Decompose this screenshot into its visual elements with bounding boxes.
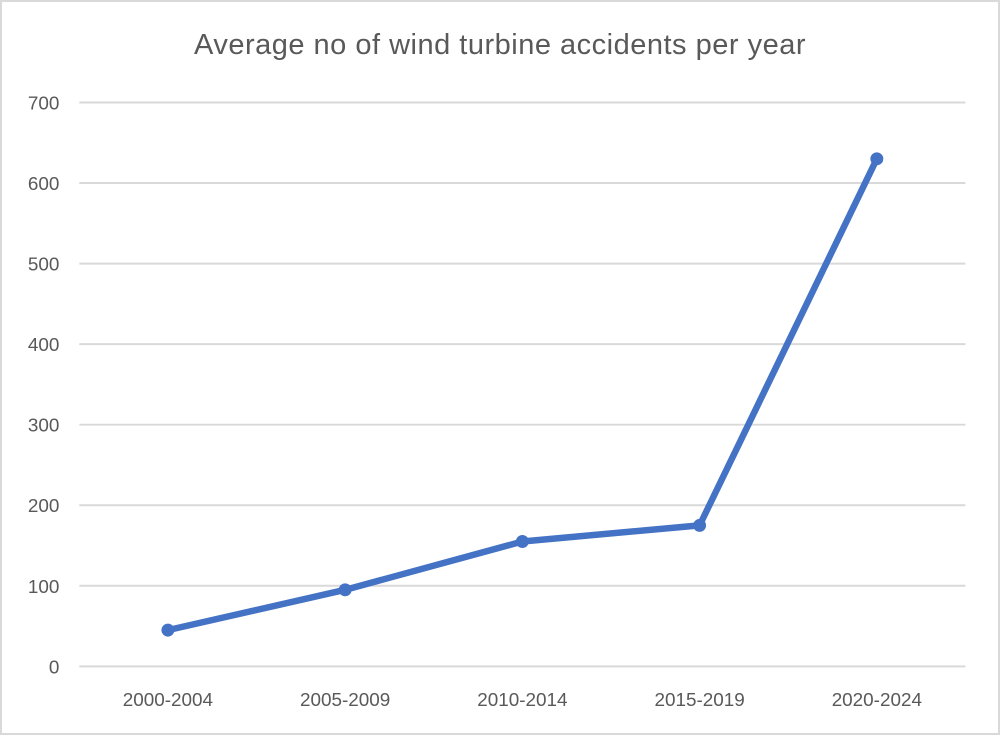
y-tick-label: 400 xyxy=(28,335,60,356)
x-tick-label: 2010-2014 xyxy=(477,690,567,711)
x-tick-label: 2005-2009 xyxy=(300,690,390,711)
data-point-marker xyxy=(693,518,707,532)
y-tick-label: 200 xyxy=(28,496,60,517)
x-tick-label: 2015-2019 xyxy=(654,690,744,711)
data-point-marker xyxy=(161,623,175,637)
data-point-marker xyxy=(338,583,352,597)
data-point-marker xyxy=(870,152,884,166)
chart-title: Average no of wind turbine accidents per… xyxy=(194,29,806,61)
y-tick-label: 700 xyxy=(28,93,60,114)
y-tick-label: 500 xyxy=(28,255,60,276)
data-point-marker xyxy=(515,535,529,548)
line-series xyxy=(164,155,881,634)
x-tick-label: 2020-2024 xyxy=(832,690,922,711)
y-tick-label: 600 xyxy=(28,174,60,195)
y-tick-label: 300 xyxy=(28,416,60,437)
y-tick-label: 0 xyxy=(49,657,60,678)
x-tick-label: 2000-2004 xyxy=(123,690,213,711)
y-tick-label: 100 xyxy=(28,577,60,598)
